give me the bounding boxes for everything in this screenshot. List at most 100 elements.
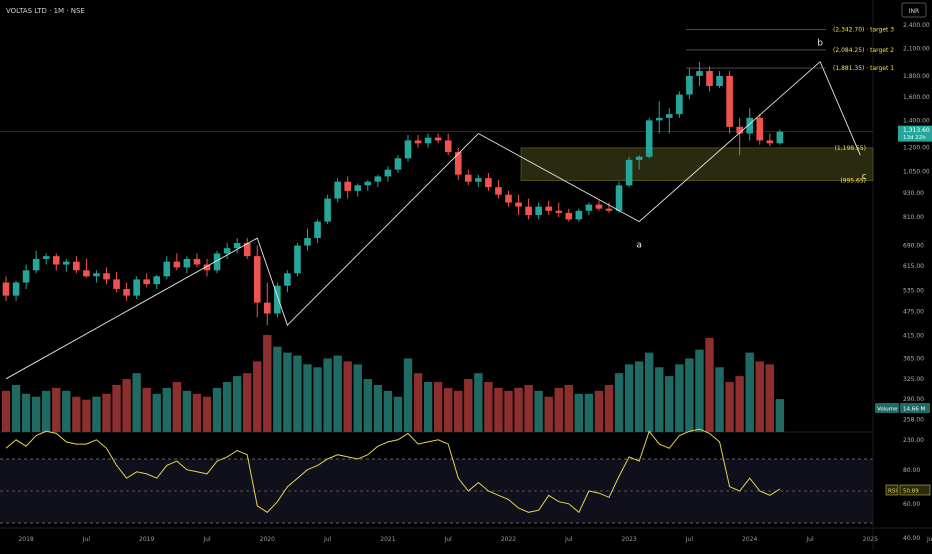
candle-body <box>706 71 713 87</box>
candle-body <box>374 176 382 182</box>
volume-bar <box>283 352 292 432</box>
volume-bar <box>624 364 634 432</box>
volume-bar <box>474 373 483 432</box>
volume-bar <box>554 387 563 432</box>
candle-body <box>666 114 673 118</box>
time-tick-label: 2018 <box>18 536 33 543</box>
currency-label[interactable]: INR <box>909 8 919 15</box>
candles[interactable] <box>2 61 784 326</box>
candle-body <box>776 131 784 144</box>
candle-body <box>716 75 723 87</box>
currency-box[interactable] <box>901 2 927 18</box>
time-axis[interactable]: 2018 Jul 2019 Jul 2020 Jul 2021 Jul 2022 Jul 2023 J… <box>18 536 932 543</box>
candle-body <box>304 238 311 246</box>
candle-body <box>465 174 472 182</box>
time-tick-label: Jul <box>323 536 332 543</box>
symbol-title: VOLTAS LTD · 1M · NSE <box>6 7 85 15</box>
time-tick-label: 2021 <box>380 536 395 543</box>
candle-body <box>535 206 542 216</box>
volume-bar <box>383 390 393 432</box>
price-tick-label: 1,200.00 <box>903 145 930 152</box>
volume-bar <box>433 382 443 432</box>
volume-bar <box>112 384 121 432</box>
candle-body <box>264 302 271 314</box>
volume-bar <box>62 390 71 432</box>
volume-bar <box>504 390 513 432</box>
volume-bar <box>393 396 403 432</box>
volume-bars <box>1 334 785 432</box>
volume-bar <box>202 396 212 432</box>
current-price-value: 1,313.60 <box>903 127 930 134</box>
volume-bar <box>162 387 171 432</box>
price-tick-label: 535.00 <box>903 288 924 295</box>
price-tick-label: 1,600.00 <box>903 94 930 101</box>
volume-bar <box>665 376 674 432</box>
volume-bar <box>454 390 463 432</box>
volume-label: Volume <box>877 407 898 413</box>
volume-bar <box>92 396 101 432</box>
rsi-band-fill <box>0 459 873 523</box>
price-tick-label: 290.00 <box>903 396 924 403</box>
time-tick-label: Jul <box>926 536 932 543</box>
candle-body <box>485 178 492 188</box>
candle-body <box>635 156 643 160</box>
volume-bar <box>243 373 252 432</box>
wave-lines <box>5 60 861 380</box>
candle-body <box>454 152 462 175</box>
rsi-value: 50.89 <box>903 489 919 495</box>
price-tick-label: 1,400.00 <box>903 117 930 124</box>
candle-body <box>314 221 321 239</box>
candle-body <box>676 94 683 115</box>
candle-body <box>213 253 221 271</box>
candle-body <box>143 279 150 285</box>
candle-body <box>223 248 231 254</box>
price-tick-label: 415.00 <box>903 333 924 340</box>
volume-bar <box>263 334 272 432</box>
candle-body <box>756 117 764 141</box>
volume-bar <box>484 382 493 432</box>
price-axis[interactable]: 2,400.00 2,100.00 1,800.00 1,600.00 1,400.00… <box>903 22 930 444</box>
candle-body <box>253 256 261 303</box>
volume-bar <box>192 393 202 432</box>
time-tick-label: 2023 <box>621 536 636 543</box>
time-tick-label: 2020 <box>260 536 275 543</box>
price-tick-label: 930.00 <box>903 190 924 197</box>
volume-bar <box>584 393 594 432</box>
volume-bar <box>11 384 21 432</box>
time-tick-label: 2025 <box>863 536 878 543</box>
time-tick-label: Jul <box>444 536 453 543</box>
volume-bar <box>253 361 262 432</box>
candle-body <box>364 181 372 186</box>
candle-body <box>475 178 482 182</box>
candle-body <box>615 185 623 211</box>
wave-label-c: c <box>862 172 867 182</box>
candle-body <box>575 210 583 220</box>
price-tick-label: 1,050.00 <box>903 168 930 175</box>
volume-bar <box>182 390 192 432</box>
volume-bar <box>413 373 423 432</box>
volume-bar <box>423 382 433 432</box>
volume-bar <box>544 396 553 432</box>
candle-body <box>404 140 412 159</box>
time-tick-label: 2024 <box>742 536 757 543</box>
volume-bar <box>444 387 453 432</box>
volume-bar <box>273 346 282 432</box>
time-tick-label: Jul <box>564 536 573 543</box>
candle-body <box>32 258 40 271</box>
wave-label-a: a <box>636 241 642 251</box>
candle-body <box>183 258 191 268</box>
candle-body <box>625 159 633 186</box>
volume-bar <box>745 352 754 432</box>
candle-body <box>655 117 663 121</box>
price-tick-label: 2,100.00 <box>903 46 930 53</box>
candle-body <box>203 264 211 271</box>
candle-body <box>83 270 90 277</box>
price-tick-label: 475.00 <box>903 309 924 316</box>
volume-bar <box>725 382 734 432</box>
volume-bar <box>172 382 182 432</box>
volume-bar <box>775 399 785 432</box>
candle-body <box>505 194 512 203</box>
volume-value: 14.66 M <box>903 407 925 413</box>
